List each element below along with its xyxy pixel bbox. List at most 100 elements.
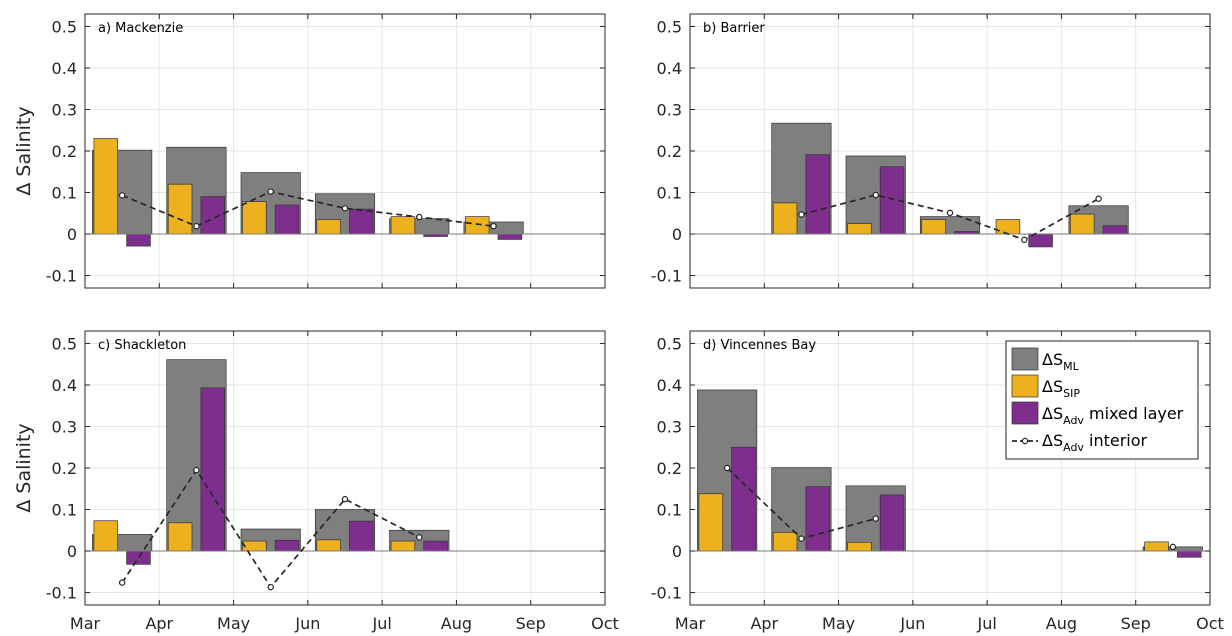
bar-adv — [805, 154, 831, 235]
y-axis-label: Δ Salinity — [13, 106, 35, 195]
tick-label-y: -0.1 — [651, 267, 682, 286]
tick-label-y: 0.3 — [52, 417, 77, 436]
bar-sip — [464, 216, 490, 235]
bar-adv — [497, 233, 523, 240]
tick-label-y: 0.2 — [52, 142, 77, 161]
point-interior — [118, 192, 126, 199]
legend-marker-interior — [1021, 437, 1029, 445]
bar-adv — [349, 208, 374, 235]
legend-swatch-sip — [1011, 374, 1039, 398]
bar-sip — [698, 493, 724, 552]
tick-label-x: Oct — [1196, 614, 1224, 633]
tick-label-y: 0.5 — [52, 17, 77, 36]
point-interior — [1021, 236, 1028, 244]
point-interior — [267, 583, 274, 591]
bar-adv — [1176, 550, 1202, 558]
bar-adv — [126, 550, 151, 565]
tick-label-y: 0.2 — [52, 459, 77, 478]
bar-adv — [731, 446, 756, 552]
bar-sip — [772, 531, 798, 552]
legend-swatch-adv — [1011, 401, 1039, 425]
bar-sip — [390, 216, 416, 235]
bar-sip — [921, 219, 946, 235]
bar-adv — [805, 486, 831, 552]
tick-label-y: 0.1 — [52, 184, 77, 203]
tick-label-y: 0.4 — [657, 59, 682, 78]
tick-label-y: 0.3 — [657, 417, 682, 436]
point-interior — [723, 464, 731, 472]
tick-label-y: -0.1 — [651, 584, 682, 603]
panel-1: -0.1 0 0.1 0.2 0.3 0.4 0.5 a) Mackenzie Δ Salini… — [13, 13, 606, 289]
y-axis-label: Δ Salinity — [13, 423, 35, 512]
bar-adv — [879, 494, 905, 552]
tick-label-y: 0.1 — [657, 501, 682, 520]
tick-label-y: 0.5 — [657, 17, 682, 36]
legend-swatch-ml — [1011, 347, 1039, 371]
tick-label-y: 0.2 — [657, 459, 682, 478]
bar-adv — [126, 233, 151, 247]
point-interior — [1095, 195, 1102, 202]
point-interior — [872, 515, 879, 522]
tick-label-x: Mar — [675, 614, 706, 633]
tick-label-y: 0.4 — [52, 376, 77, 395]
tick-label-x: Jun — [294, 614, 320, 633]
legend: ΔSML ΔSSIP ΔSAdv mixed layer ΔSAdv interior — [1005, 340, 1199, 460]
tick-label-y: 0.4 — [52, 59, 77, 78]
bar-adv — [274, 204, 300, 235]
point-interior — [193, 466, 200, 474]
legend-label-sip: ΔSSIP — [1042, 377, 1080, 400]
tick-label-y: -0.1 — [46, 267, 77, 286]
tick-label-x: May — [217, 614, 250, 633]
panel-title: b) Barrier — [703, 21, 765, 36]
bar-sip — [390, 540, 416, 552]
point-interior — [872, 191, 879, 199]
tick-label-x: Apr — [145, 614, 173, 633]
bar-adv — [1102, 225, 1128, 235]
bar-sip — [167, 522, 193, 552]
tick-label-x: May — [822, 614, 855, 633]
bar-sip — [93, 138, 119, 235]
point-interior — [490, 222, 497, 230]
bar-adv — [423, 540, 448, 552]
panel-3: -0.1 0 0.1 0.2 0.3 0.4 0.5 Mar Apr May Jun Jul Aug Se… — [13, 330, 619, 633]
tick-label-y: 0 — [672, 542, 682, 561]
tick-label-x: Aug — [1046, 614, 1077, 633]
point-interior — [341, 205, 349, 212]
bar-sip — [242, 201, 267, 235]
legend-label-adv: ΔSAdv mixed layer — [1042, 404, 1184, 427]
bar-sip — [316, 219, 341, 235]
tick-label-y: 0 — [67, 225, 77, 244]
bar-adv — [200, 196, 226, 235]
point-interior — [341, 495, 349, 503]
tick-label-x: Sep — [1121, 614, 1151, 633]
panel-title: d) Vincennes Bay — [703, 338, 816, 353]
tick-label-y: 0.5 — [52, 334, 77, 353]
tick-label-x: Oct — [591, 614, 619, 633]
bar-sip — [316, 539, 341, 552]
tick-label-y: 0.3 — [657, 100, 682, 119]
tick-label-y: 0.3 — [52, 100, 77, 119]
point-interior — [193, 222, 200, 230]
bar-adv — [349, 520, 374, 552]
tick-label-y: 0 — [672, 225, 682, 244]
point-interior — [798, 211, 805, 218]
bar-sip — [93, 520, 119, 552]
bar-sip — [1144, 541, 1169, 552]
bar-adv — [274, 539, 300, 552]
tick-label-x: Apr — [750, 614, 778, 633]
panel-title: a) Mackenzie — [98, 21, 183, 36]
tick-label-x: Aug — [441, 614, 472, 633]
tick-label-y: 0.4 — [657, 376, 682, 395]
legend-label-ml: ΔSML — [1042, 350, 1080, 373]
legend-label-interior: ΔSAdv interior — [1042, 431, 1148, 454]
tick-label-x: Jun — [899, 614, 925, 633]
point-interior — [416, 534, 423, 541]
panel-4: -0.1 0 0.1 0.2 0.3 0.4 0.5 Mar Apr May Jun Jul Aug Se… — [651, 330, 1224, 633]
point-interior — [267, 188, 274, 195]
tick-label-x: Mar — [70, 614, 101, 633]
tick-label-y: 0.5 — [657, 334, 682, 353]
bar-sip — [1069, 213, 1095, 235]
tick-label-y: 0.2 — [657, 142, 682, 161]
tick-label-y: 0 — [67, 542, 77, 561]
